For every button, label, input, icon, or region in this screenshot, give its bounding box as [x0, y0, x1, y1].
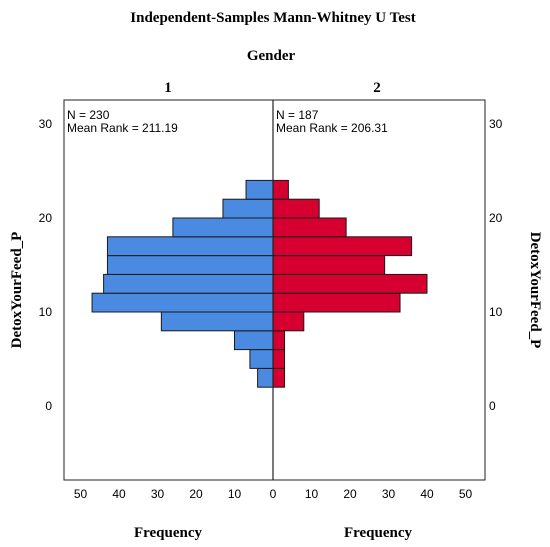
- group-1-bar: [106, 255, 274, 275]
- group-2-bar: [272, 255, 386, 275]
- y-axis-left: 0 10 20 30: [39, 117, 53, 413]
- group-2-bar: [272, 179, 289, 200]
- x-tick-label: 20: [189, 487, 203, 501]
- group-1-bar: [106, 236, 274, 257]
- x-axis-title-right: Frequency: [344, 525, 413, 541]
- x-tick-label: 30: [382, 487, 396, 501]
- x-tick-label: 0: [270, 487, 277, 501]
- x-tick-label: 30: [151, 487, 165, 501]
- y-tick-label: 0: [45, 399, 52, 413]
- x-tick-label: 50: [74, 487, 88, 501]
- group-1-bar: [257, 367, 274, 388]
- y-tick-label: 30: [39, 117, 53, 131]
- group-2-bar: [272, 198, 320, 219]
- chart-title: Independent-Samples Mann-Whitney U Test: [130, 10, 415, 26]
- x-axis: 50 40 30 20 10 0 10 20 30 40 50: [74, 487, 473, 501]
- y-tick-label: 0: [489, 399, 496, 413]
- x-tick-label: 10: [228, 487, 242, 501]
- group-2-label: 2: [373, 80, 381, 96]
- x-tick-label: 50: [459, 487, 473, 501]
- histogram-bars: [91, 100, 428, 480]
- group-1-bar: [245, 179, 274, 200]
- group-2-bar: [272, 217, 347, 238]
- group-1-n: N = 230: [67, 108, 110, 122]
- y-tick-label: 10: [489, 305, 503, 319]
- y-tick-label: 30: [489, 117, 503, 131]
- y-tick-label: 20: [489, 211, 503, 225]
- y-axis-right: 0 10 20 30: [489, 117, 503, 413]
- y-axis-title-right: DetoxYourFeed_P: [527, 232, 543, 349]
- group-2-mean-rank: Mean Rank = 206.31: [276, 121, 388, 135]
- y-axis-title-left: DetoxYourFeed_P: [9, 232, 25, 349]
- y-tick-label: 10: [39, 305, 53, 319]
- group-2-bar: [272, 349, 286, 369]
- y-tick-label: 20: [39, 211, 53, 225]
- x-tick-label: 20: [343, 487, 357, 501]
- group-2-bar: [272, 236, 413, 257]
- group-2-bar: [272, 311, 305, 332]
- group-1-label: 1: [164, 80, 172, 96]
- group-2-bar: [272, 273, 428, 294]
- group-1-bar: [249, 349, 274, 369]
- x-tick-label: 10: [305, 487, 319, 501]
- group-2-bar: [272, 292, 401, 313]
- group-2-bar: [272, 367, 286, 388]
- group-1-bar: [222, 198, 274, 219]
- group-2-n: N = 187: [276, 108, 319, 122]
- x-tick-label: 40: [112, 487, 126, 501]
- group-variable-label: Gender: [247, 48, 296, 64]
- group-1-mean-rank: Mean Rank = 211.19: [67, 121, 178, 135]
- x-axis-title-left: Frequency: [134, 525, 203, 541]
- group-1-bar: [160, 311, 274, 332]
- group-1-bar: [103, 273, 274, 294]
- group-2-bar: [272, 330, 286, 351]
- group-annotations: N = 230 Mean Rank = 211.19 N = 187 Mean …: [67, 108, 388, 135]
- group-1-bar: [172, 217, 274, 238]
- group-1-bar: [234, 330, 274, 351]
- group-1-bar: [91, 292, 274, 313]
- x-tick-label: 40: [420, 487, 434, 501]
